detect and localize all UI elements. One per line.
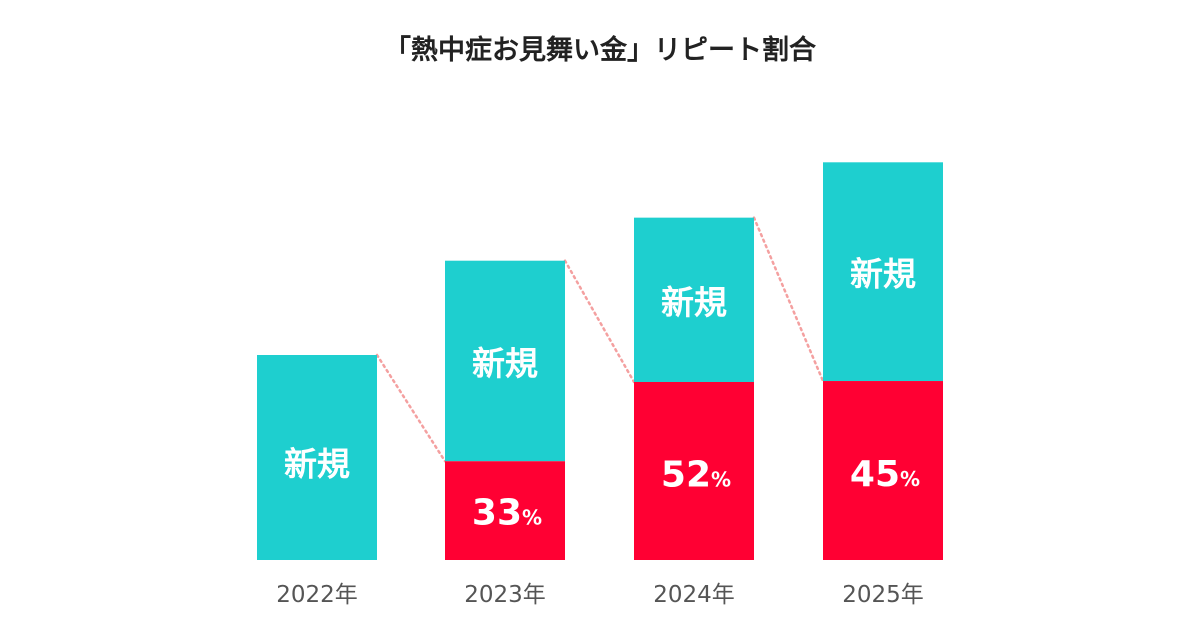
x-tick-label: 2024年 xyxy=(653,582,735,608)
x-tick-label: 2025年 xyxy=(842,582,924,608)
chart-title: 「熱中症お見舞い金」リピート割合 xyxy=(384,34,816,66)
connector-line xyxy=(752,216,825,383)
bar-segment-new xyxy=(823,162,943,382)
segment-label-new: 新規 xyxy=(661,283,727,322)
bar-2022年: 新規 xyxy=(257,355,377,560)
connector-lines xyxy=(375,216,825,463)
connector-line xyxy=(375,353,447,463)
bar-segment-repeat xyxy=(445,461,565,560)
x-tick-label: 2023年 xyxy=(464,582,546,608)
bar-segment-new xyxy=(634,217,754,382)
x-tick-label: 2022年 xyxy=(276,582,358,608)
segment-label-new: 新規 xyxy=(850,255,916,294)
bar-segment-repeat xyxy=(823,381,943,560)
bar-segment-new xyxy=(445,260,565,462)
bar-segment-new xyxy=(257,355,377,560)
segment-label-new: 新規 xyxy=(472,344,538,383)
connector-line xyxy=(563,259,636,384)
bar-segment-repeat xyxy=(634,381,754,560)
x-axis-labels: 2022年 2023年 2024年 2025年 xyxy=(276,582,924,608)
segment-label-new: 新規 xyxy=(284,445,350,484)
